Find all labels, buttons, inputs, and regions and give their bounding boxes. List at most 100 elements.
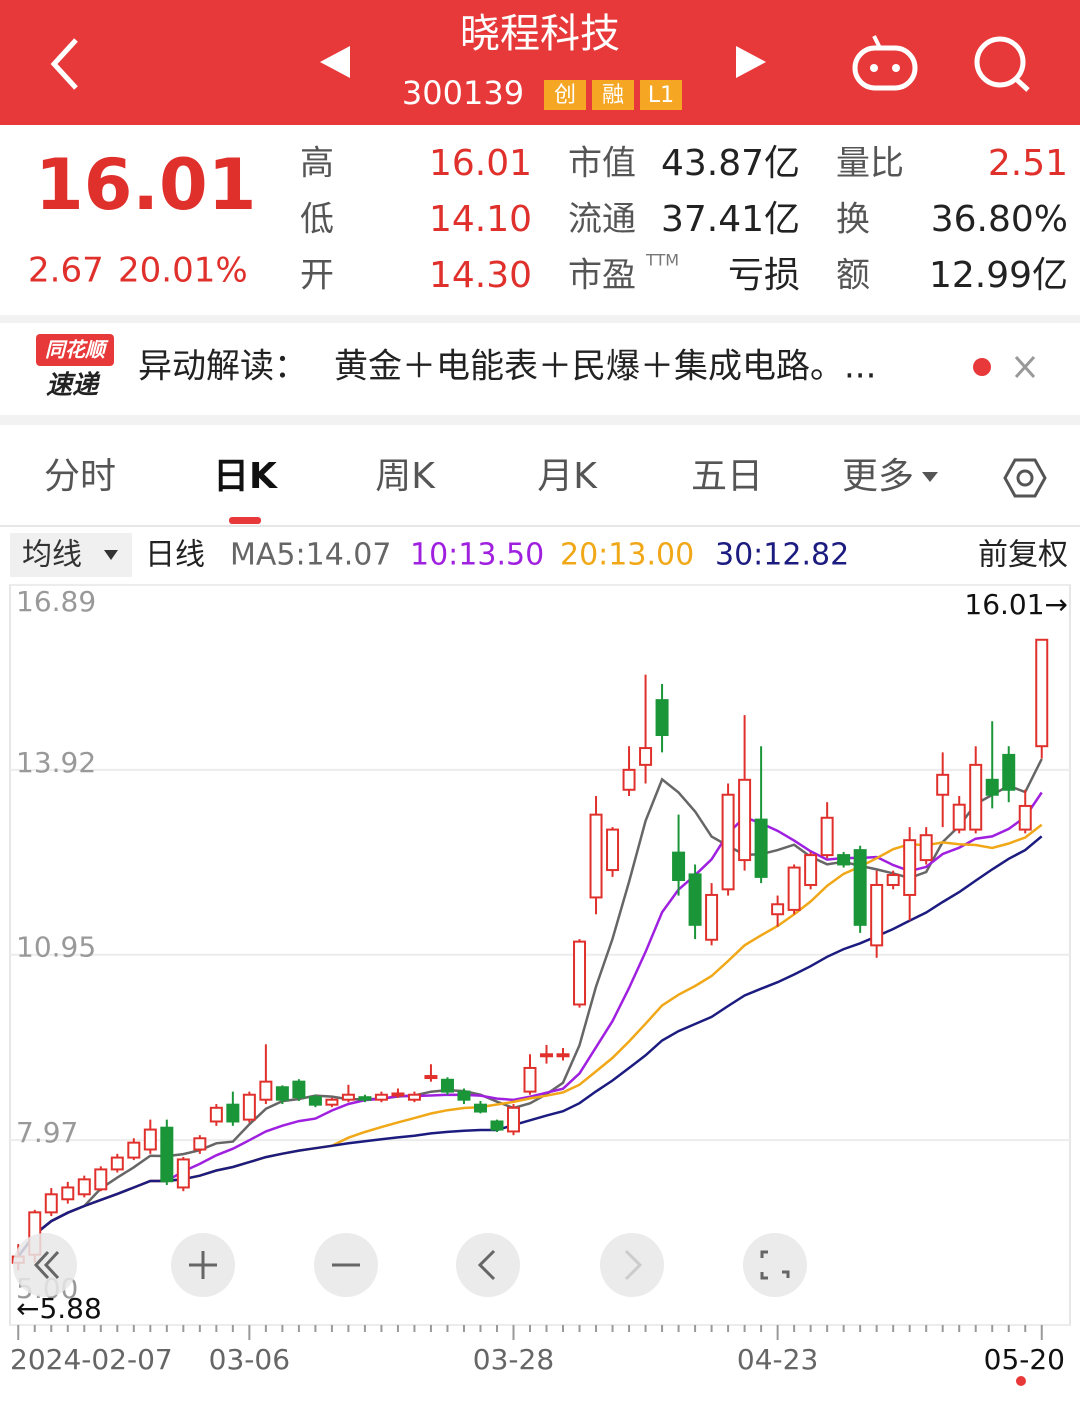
tab[interactable]: 分时 (44, 456, 116, 497)
badge: 创 (554, 83, 576, 108)
high-annotation: 16.01→ (964, 588, 1068, 621)
divider (0, 415, 1080, 425)
news-text[interactable]: 黄金＋电能表＋民爆＋集成电路。... (334, 347, 876, 387)
candle-body (226, 1103, 240, 1123)
candle-body (374, 1093, 388, 1101)
badge: L1 (648, 83, 674, 108)
candle-body (308, 1096, 322, 1106)
top-bar (0, 0, 1080, 125)
candle-body (622, 768, 636, 791)
candle-body (259, 1080, 273, 1101)
btn-left[interactable] (456, 1233, 520, 1297)
badge-bg (640, 80, 682, 110)
badge-bg (592, 80, 634, 110)
x-tick-label: 05-20 (984, 1343, 1065, 1376)
candle-body (193, 1137, 207, 1151)
robot-icon[interactable] (852, 35, 918, 91)
y-tick-label: 7.97 (16, 1116, 78, 1149)
candle-body (358, 1096, 372, 1101)
candle-body (738, 778, 752, 862)
ma-legend-item: MA5:14.07 (230, 538, 391, 573)
y-tick-label: 16.89 (16, 585, 96, 618)
period-label: 日线 (145, 538, 205, 573)
unread-dot (973, 358, 991, 376)
price: 16.01 (35, 144, 256, 226)
candle-body (1002, 753, 1016, 791)
stock-name: 晓程科技 (460, 11, 620, 57)
stat-label: 流通 (568, 200, 636, 240)
y-tick-label: 13.92 (16, 746, 96, 779)
candle-body (771, 903, 785, 916)
prev-stock[interactable] (320, 46, 350, 78)
candle-body (919, 834, 933, 862)
x-tick-label: 03-28 (473, 1343, 554, 1376)
x-tick-label: 04-23 (737, 1343, 818, 1376)
dropdown-caret (104, 550, 118, 560)
badge-bg (544, 80, 586, 110)
stat-label: 额 (836, 256, 870, 296)
candle-body (672, 851, 686, 882)
tab[interactable]: 日K (213, 456, 278, 497)
candle-body (936, 773, 950, 796)
candle-body (275, 1086, 289, 1101)
change-pct: 20.01% (118, 251, 248, 291)
candle-body (655, 699, 669, 736)
tab[interactable]: 月K (537, 456, 598, 497)
candle-body (292, 1080, 306, 1099)
ma-line (17, 791, 1043, 1258)
adjust-label[interactable]: 前复权 (978, 538, 1068, 573)
candle-body (44, 1193, 58, 1214)
candle-body (94, 1168, 108, 1191)
btn-right[interactable] (600, 1233, 664, 1297)
stat-value: 2.51 (988, 143, 1068, 184)
stat-value: 14.10 (429, 199, 532, 240)
logo-text: 同花顺 (45, 338, 109, 362)
ma-legend: MA5:14.07 10:13.50 20:13.00 30:12.82 (230, 538, 849, 573)
news-logo: 同花顺 速递 (36, 334, 114, 401)
badge: 融 (602, 83, 624, 108)
candle-body (61, 1186, 75, 1201)
stat-label: 量比 (836, 144, 904, 184)
zoom-controls (13, 1233, 807, 1297)
stat-sup: TTM (645, 251, 679, 270)
more-caret (922, 472, 938, 482)
next-stock[interactable] (736, 46, 766, 78)
badges: 创 融 L1 (544, 80, 682, 110)
x-axis: 2024-02-07 03-06 03-28 04-23 05-20 (10, 1325, 1065, 1376)
x-tick-label: 2024-02-07 (10, 1343, 173, 1376)
candle-body (473, 1103, 487, 1113)
ma-line (17, 758, 1043, 1258)
stat-label: 市值 (568, 144, 636, 184)
control-icons (33, 1249, 790, 1281)
tab[interactable]: 周K (375, 456, 436, 497)
settings-icon[interactable] (1003, 458, 1047, 498)
candle-body (523, 1066, 537, 1093)
candle-body (391, 1092, 405, 1097)
divider (0, 315, 1080, 323)
candle-body (606, 828, 620, 872)
close-news[interactable] (1014, 355, 1036, 379)
tab[interactable]: 五日 (691, 456, 763, 497)
stat-value: 36.80% (931, 199, 1068, 240)
stock-code: 300139 (402, 74, 524, 112)
ma-line (17, 823, 1043, 1258)
search-icon[interactable] (974, 36, 1030, 92)
candle-body (886, 874, 900, 886)
candle-body (721, 793, 735, 891)
btn-fullscreen[interactable] (743, 1233, 807, 1297)
ma-legend-item: 10:13.50 (410, 538, 544, 573)
stat-value: 14.30 (429, 255, 532, 296)
stat-value: 43.87亿 (661, 143, 800, 184)
candle-body (242, 1093, 256, 1121)
stat-value: 亏损 (728, 255, 800, 296)
low-annotation: ←5.88 (16, 1292, 102, 1325)
candle-body (1018, 804, 1032, 831)
ma-button-text[interactable]: 均线 (22, 538, 82, 573)
back-button[interactable] (50, 38, 78, 90)
tab[interactable]: 更多 (842, 456, 914, 497)
candle-body (506, 1106, 520, 1133)
candle-body (490, 1120, 504, 1131)
candle-body (407, 1093, 421, 1101)
